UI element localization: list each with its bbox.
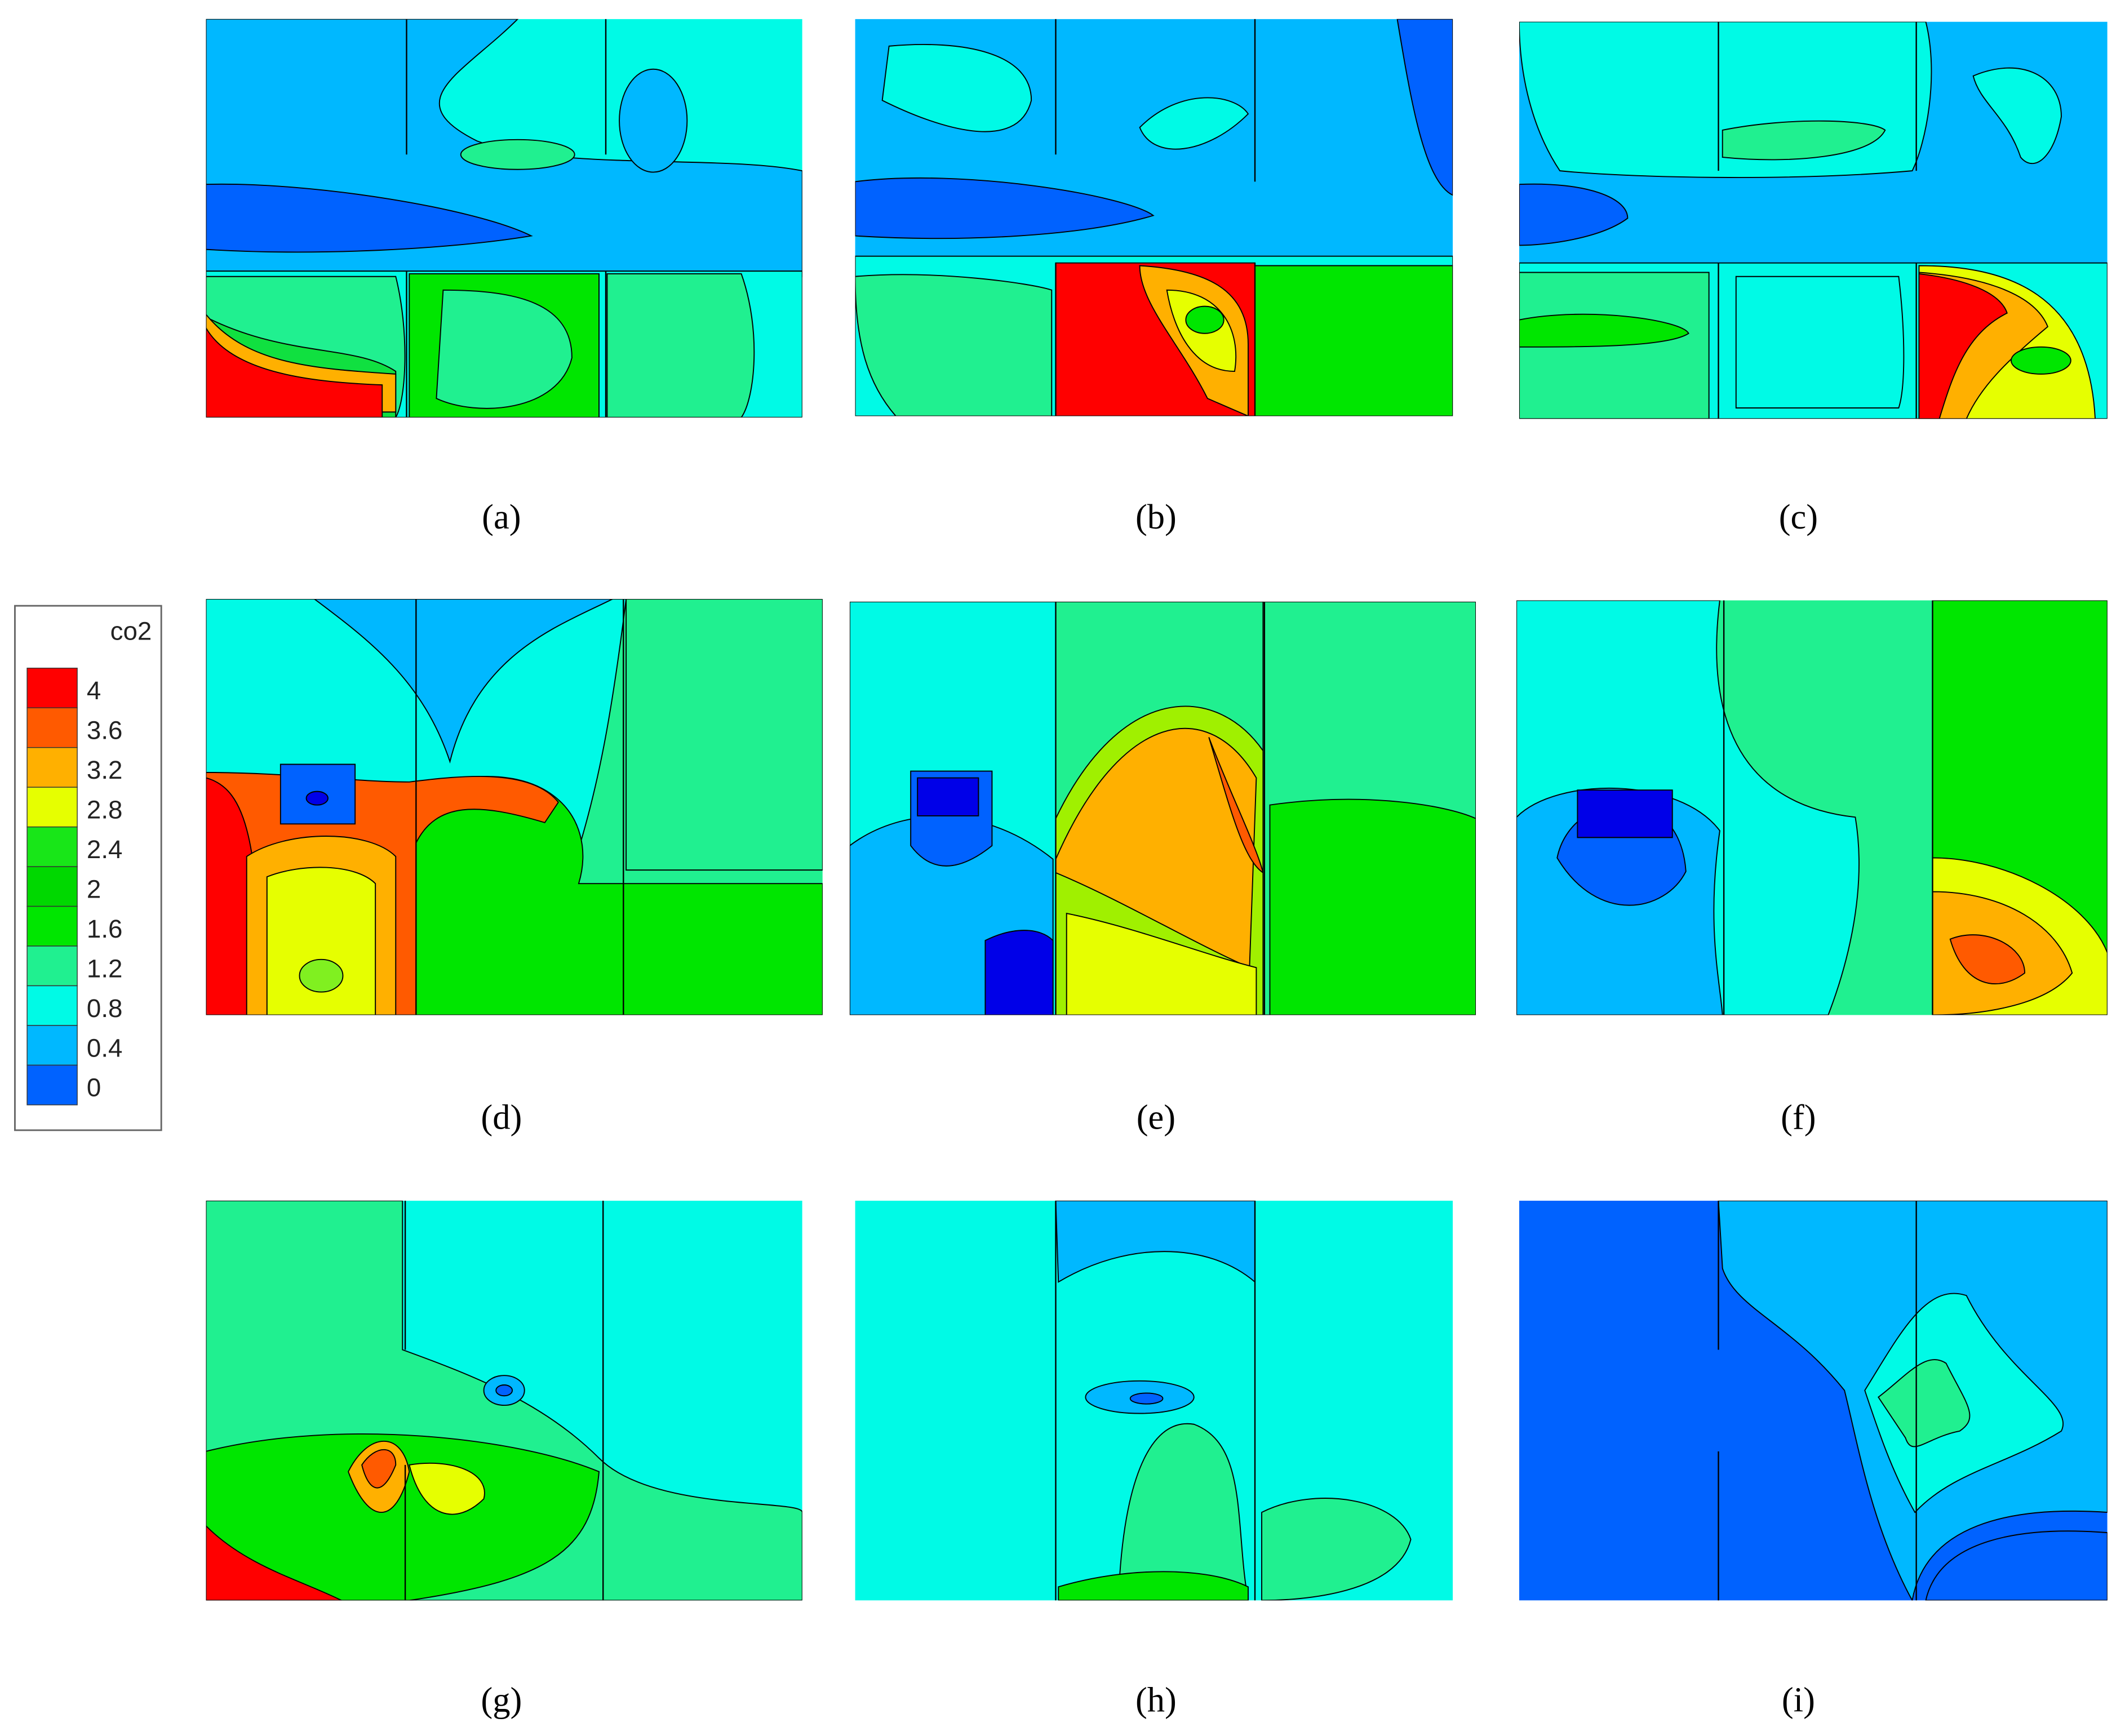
contour-panel [855,1200,1453,1601]
panel-label: (a) [482,497,521,536]
contour-region [625,599,823,871]
contour-region [361,1449,397,1489]
contour-panel [1519,1200,2108,1601]
contour-region [1918,273,2008,419]
contour-region [313,599,613,764]
contour-region [881,44,1032,132]
contour-region [2011,346,2071,375]
contour-panel [849,601,1476,1015]
contour-region [1066,912,1257,1015]
contour-region [1254,265,1453,416]
legend-swatch [26,1025,78,1066]
contour-region [855,274,1053,416]
contour-region [1058,1571,1249,1601]
contour-region [266,867,376,1015]
contour-region [1269,798,1476,1015]
contour-panel [206,19,802,418]
legend-swatch [26,945,78,987]
contour-region [1735,276,1905,409]
contour-region [1972,67,2062,164]
contour-panel [206,1200,802,1601]
panel-label: (e) [1137,1097,1175,1136]
legend-title: co2 [110,616,152,645]
legend-swatch [26,1064,78,1105]
legend-swatch [26,747,78,788]
contour-region [1519,183,1629,246]
legend: co2 4 3.6 3.2 2.8 2.4 2 1.6 1.2 0.8 0.4 0 [14,605,162,1131]
contour-region [1519,313,1689,348]
contour-region [206,1433,600,1601]
panel-label: (h) [1135,1680,1177,1720]
panel-label: (d) [481,1097,522,1136]
panel-label: (g) [481,1680,522,1720]
contour-region [1185,305,1225,334]
contour-panel [855,19,1453,416]
legend-swatch [26,826,78,867]
contour-region [206,327,383,418]
legend-label: 2.8 [87,795,123,824]
contour-region [1055,727,1257,969]
contour-region [1949,934,2025,984]
contour-region [1139,97,1249,150]
contour-region [1577,789,1673,838]
contour-region [460,139,575,170]
contour-region [1396,19,1453,196]
legend-label: 2.4 [87,835,123,864]
legend-swatch [26,866,78,907]
legend-label: 0 [87,1073,101,1102]
contour-panel [206,599,823,1015]
contour-region [206,183,533,253]
legend-swatch [26,787,78,828]
contour-region [1129,1392,1164,1405]
contour-region [1722,120,1886,161]
legend-label: 0.8 [87,994,123,1023]
contour-region [1119,1423,1249,1601]
contour-region [305,791,329,806]
legend-label: 0.4 [87,1033,123,1062]
contour-region [1055,1200,1256,1284]
contour-region [855,177,1155,239]
contour-region [436,289,573,409]
legend-swatch [26,985,78,1026]
contour-region [1261,1498,1412,1601]
legend-swatch [26,905,78,947]
legend-label: 2 [87,874,101,903]
legend-label: 4 [87,676,101,705]
contour-region [495,1384,513,1397]
legend-label: 3.2 [87,756,123,784]
legend-label: 3.6 [87,716,123,745]
contour-region [606,273,755,418]
contour-region [1877,1359,1971,1448]
contour-region [1925,1530,2108,1601]
legend-swatch [26,668,78,708]
panel-label: (i) [1782,1680,1815,1720]
panel-label: (b) [1135,497,1177,536]
panel-label: (f) [1781,1097,1816,1136]
panel-label: (c) [1779,497,1818,536]
legend-swatch [26,707,78,748]
contour-panel [1516,600,2108,1015]
contour-region [984,930,1054,1015]
contour-region [206,1525,342,1601]
contour-region [917,777,979,816]
legend-label: 1.2 [87,954,123,983]
contour-region [299,958,344,993]
contour-region [619,68,688,173]
legend-label: 1.6 [87,914,123,943]
contour-panel [1519,21,2108,419]
contour-region [409,1462,485,1515]
